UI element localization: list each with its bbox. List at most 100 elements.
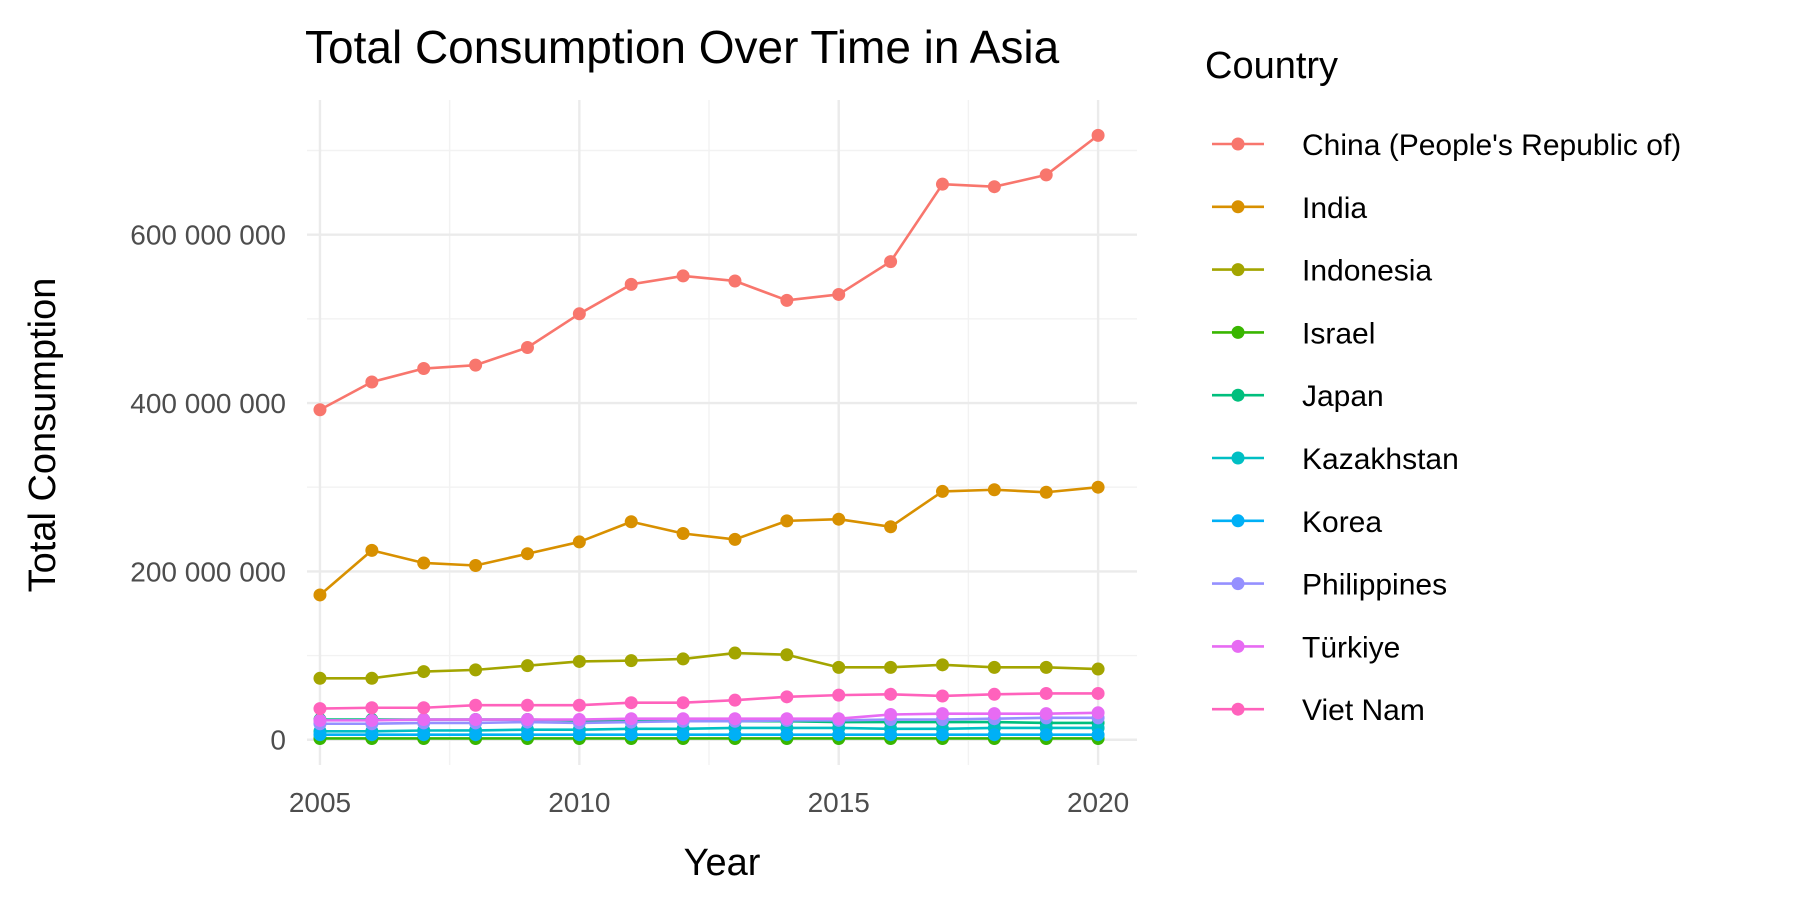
grid (307, 100, 1137, 765)
legend-item: India (1212, 192, 1367, 225)
series-line (319, 485, 1099, 596)
data-point (884, 660, 898, 674)
x-tick-label: 2010 (548, 787, 610, 818)
data-point (417, 556, 431, 570)
data-point (365, 713, 379, 727)
legend-title: Country (1205, 45, 1338, 87)
legend-key-point (1231, 577, 1245, 591)
legend-key-point (1231, 639, 1245, 653)
data-point (832, 712, 846, 726)
data-point (780, 712, 794, 726)
data-point (417, 362, 431, 376)
legend-item: Korea (1212, 506, 1382, 539)
data-point (832, 688, 846, 702)
y-tick-label: 200 000 000 (130, 556, 286, 587)
data-point (1091, 706, 1105, 720)
data-point (469, 713, 483, 727)
data-point (313, 588, 327, 602)
series-group (313, 480, 1105, 602)
data-point (624, 712, 638, 726)
data-point (728, 532, 742, 546)
legend-key-point (1231, 388, 1245, 402)
series-group (313, 128, 1105, 417)
data-point (469, 559, 483, 572)
series-line (319, 726, 1099, 733)
data-point (417, 728, 431, 742)
data-point (365, 701, 379, 715)
series-line (319, 651, 1099, 680)
data-point (572, 654, 586, 668)
data-point (313, 671, 327, 685)
series-group (313, 646, 1105, 685)
data-point (365, 671, 379, 685)
data-point (935, 484, 949, 498)
data-point (624, 515, 638, 529)
series-line (319, 711, 1099, 722)
data-point (935, 689, 949, 703)
data-point (1039, 660, 1053, 674)
data-point (624, 654, 638, 668)
data-point (884, 255, 898, 269)
legend-item: Israel (1212, 317, 1375, 350)
legend-label: Philippines (1302, 569, 1447, 602)
legend-item: Kazakhstan (1212, 443, 1459, 476)
data-point (469, 663, 483, 677)
data-point (884, 707, 898, 721)
legend-label: Japan (1302, 380, 1384, 413)
data-point (728, 728, 742, 742)
data-point (780, 690, 794, 704)
data-point (572, 535, 586, 549)
data-point (676, 652, 690, 666)
data-point (313, 728, 327, 742)
data-point (987, 707, 1001, 721)
data-point (520, 698, 534, 712)
data-point (884, 728, 898, 742)
data-point (832, 512, 846, 526)
data-point (884, 520, 898, 534)
data-point (365, 728, 379, 742)
data-point (780, 728, 794, 742)
series-line (319, 134, 1099, 411)
legend-label: Viet Nam (1302, 694, 1425, 727)
data-point (780, 648, 794, 662)
data-point (676, 696, 690, 710)
data-point (1091, 728, 1105, 742)
x-tick-label: 2015 (808, 787, 870, 818)
legend-key-point (1231, 263, 1245, 277)
y-tick-label: 600 000 000 (130, 220, 286, 251)
data-point (520, 728, 534, 742)
series-line (319, 692, 1099, 710)
legend-items: China (People's Republic of) India Indones… (1212, 129, 1681, 727)
legend-label: Israel (1302, 317, 1375, 350)
data-point (676, 269, 690, 283)
legend-key-point (1231, 451, 1245, 465)
legend-item: Türkiye (1212, 631, 1400, 664)
data-point (987, 687, 1001, 701)
data-point (987, 483, 1001, 497)
series-group (313, 728, 1105, 742)
x-tick-label: 2020 (1067, 787, 1129, 818)
y-axis-title: Total Consumption (22, 278, 64, 593)
data-point (313, 403, 327, 417)
data-point (832, 287, 846, 301)
data-point (520, 340, 534, 354)
legend-label: Kazakhstan (1302, 443, 1459, 476)
data-point (313, 713, 327, 727)
legend-key-point (1231, 702, 1245, 716)
data-point (624, 728, 638, 742)
data-point (624, 277, 638, 291)
data-point (728, 274, 742, 288)
data-point (884, 687, 898, 701)
legend-item: Indonesia (1212, 255, 1432, 288)
data-point (417, 701, 431, 715)
data-point (1039, 485, 1053, 499)
series-layer (313, 128, 1105, 745)
y-tick-label: 0 (270, 725, 286, 756)
legend-key-point (1231, 325, 1245, 339)
data-point (1091, 480, 1105, 494)
data-point (1039, 707, 1053, 721)
series-group (313, 686, 1105, 716)
y-tick-label: 400 000 000 (130, 388, 286, 419)
